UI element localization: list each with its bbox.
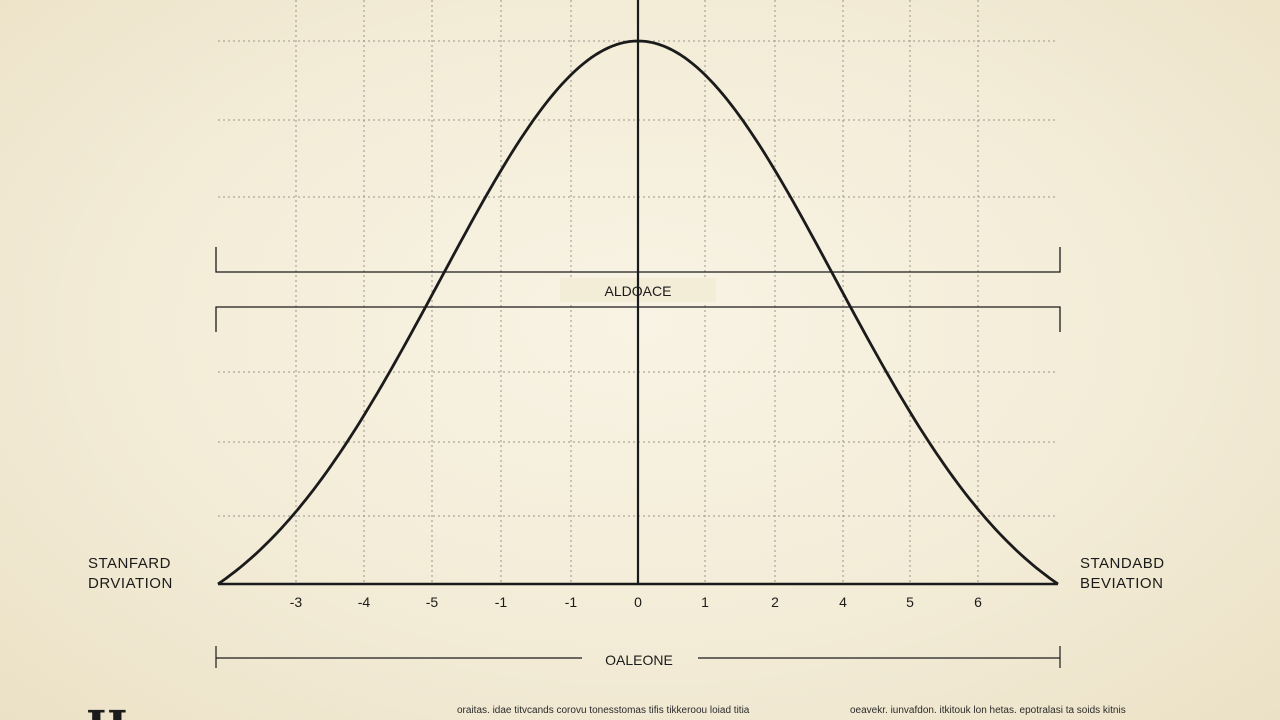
x-tick-label-3: -1	[495, 594, 508, 610]
x-tick-label-5: 0	[634, 594, 642, 610]
x-tick-label-1: -4	[358, 594, 371, 610]
footer-right-text: oeavekr. iunvafdon. itkitouk lon hetas. …	[850, 705, 1126, 716]
x-tick-label-4: -1	[565, 594, 578, 610]
x-tick-label-9: 5	[906, 594, 914, 610]
corner-letter: H	[86, 702, 128, 720]
x-tick-label-6: 1	[701, 594, 709, 610]
curve-layer	[217, 0, 1059, 586]
x-tick-label-2: -5	[426, 594, 439, 610]
bottom-bracket	[215, 646, 1061, 668]
right-side-label-line-2: BEVIATION	[1080, 575, 1163, 592]
footer-left-text: oraitas. idae titvcands corovu tonesstom…	[457, 705, 750, 716]
bottom-bracket-label: OALEONE	[605, 652, 673, 668]
left-side-label-line-2: DRVIATION	[88, 575, 173, 592]
tick-label-layer: -3 -4 -5 -1 -1 0 1 2 4 5 6	[290, 594, 982, 610]
x-tick-label-0: -3	[290, 594, 303, 610]
x-tick-label-10: 6	[974, 594, 982, 610]
x-tick-label-7: 2	[771, 594, 779, 610]
right-side-label-line-1: STANDABD	[1080, 555, 1165, 572]
x-tick-label-8: 4	[839, 594, 847, 610]
left-side-label-line-1: STANFARD	[88, 555, 171, 572]
band-label: ALDOACE	[605, 283, 672, 299]
